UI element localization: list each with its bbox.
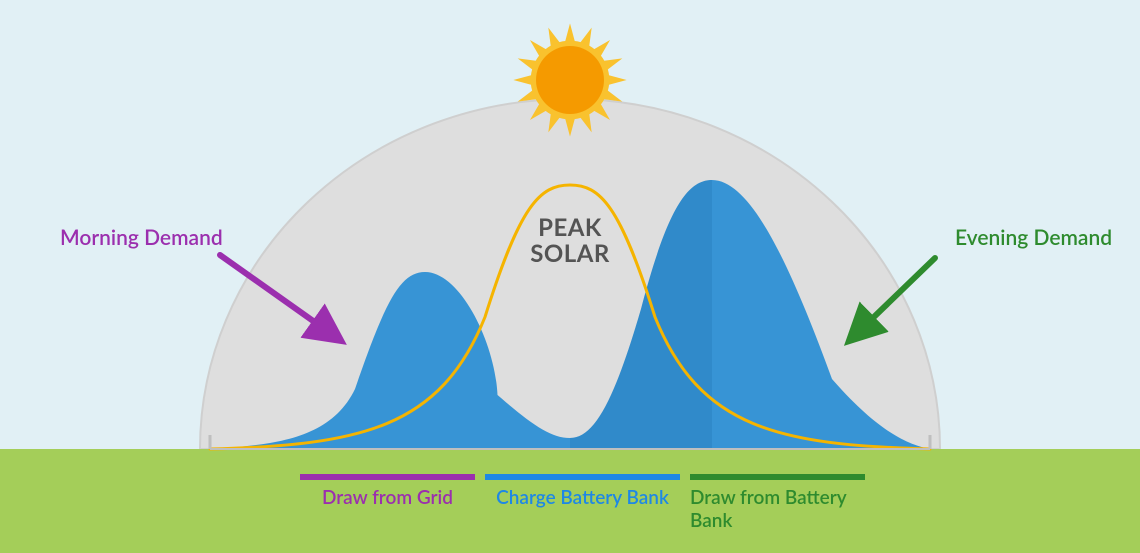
sun-disc-inner <box>536 46 604 114</box>
legend-bar-battery <box>690 474 865 480</box>
legend-item-charge: Charge Battery Bank <box>485 474 680 509</box>
solar-demand-chart <box>0 0 1140 553</box>
peak-solar-line1: PEAK <box>510 215 630 241</box>
morning-demand-label: Morning Demand <box>60 225 223 250</box>
legend-bar-grid <box>300 474 475 480</box>
legend-item-grid: Draw from Grid <box>300 474 475 509</box>
evening-demand-label: Evening Demand <box>955 225 1112 250</box>
peak-solar-label: PEAK SOLAR <box>510 215 630 268</box>
legend-bar-charge <box>485 474 680 480</box>
sun-icon <box>513 23 626 136</box>
legend-label-grid: Draw from Grid <box>322 486 453 509</box>
legend-label-charge: Charge Battery Bank <box>496 486 669 509</box>
peak-solar-line2: SOLAR <box>510 241 630 267</box>
legend-item-battery: Draw from Battery Bank <box>690 474 865 532</box>
legend-label-battery: Draw from Battery Bank <box>690 486 865 532</box>
